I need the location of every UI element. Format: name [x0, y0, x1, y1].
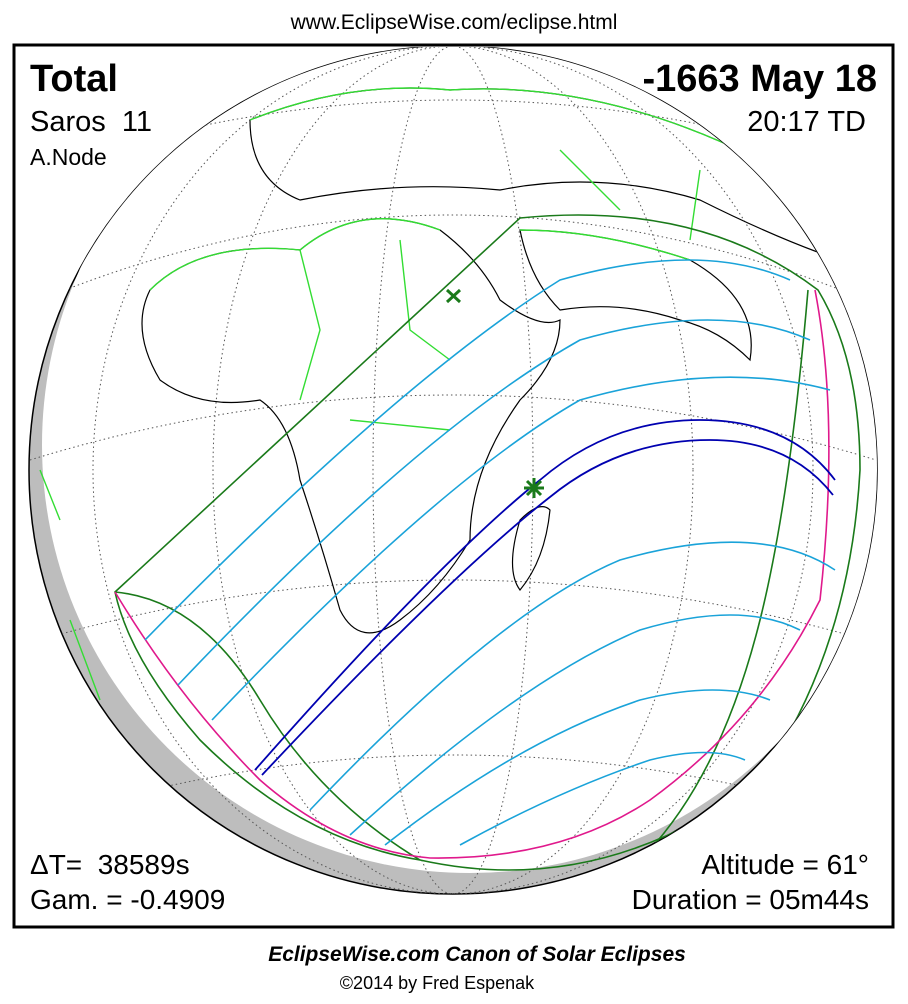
footer-credit: ©2014 by Fred Espenak — [340, 973, 535, 993]
duration: Duration = 05m44s — [632, 884, 869, 915]
saros: Saros 11 — [30, 106, 152, 138]
land — [39, 87, 841, 701]
node: A.Node — [30, 144, 107, 170]
time: 20:17 TD — [747, 106, 866, 138]
date: -1663 May 18 — [643, 58, 878, 100]
markers — [445, 288, 544, 498]
day-side — [42, 47, 877, 873]
graticule — [29, 47, 877, 894]
footer-title: EclipseWise.com Canon of Solar Eclipses — [268, 943, 686, 966]
url: www.EclipseWise.com/eclipse.html — [290, 11, 618, 34]
gamma: Gam. = -0.4909 — [30, 884, 225, 915]
delta-t: ΔT= 38589s — [30, 849, 190, 880]
eclipse-type: Total — [30, 58, 118, 100]
globe — [28, 47, 878, 895]
altitude: Altitude = 61° — [701, 849, 869, 880]
eclipse-path — [114, 214, 861, 871]
